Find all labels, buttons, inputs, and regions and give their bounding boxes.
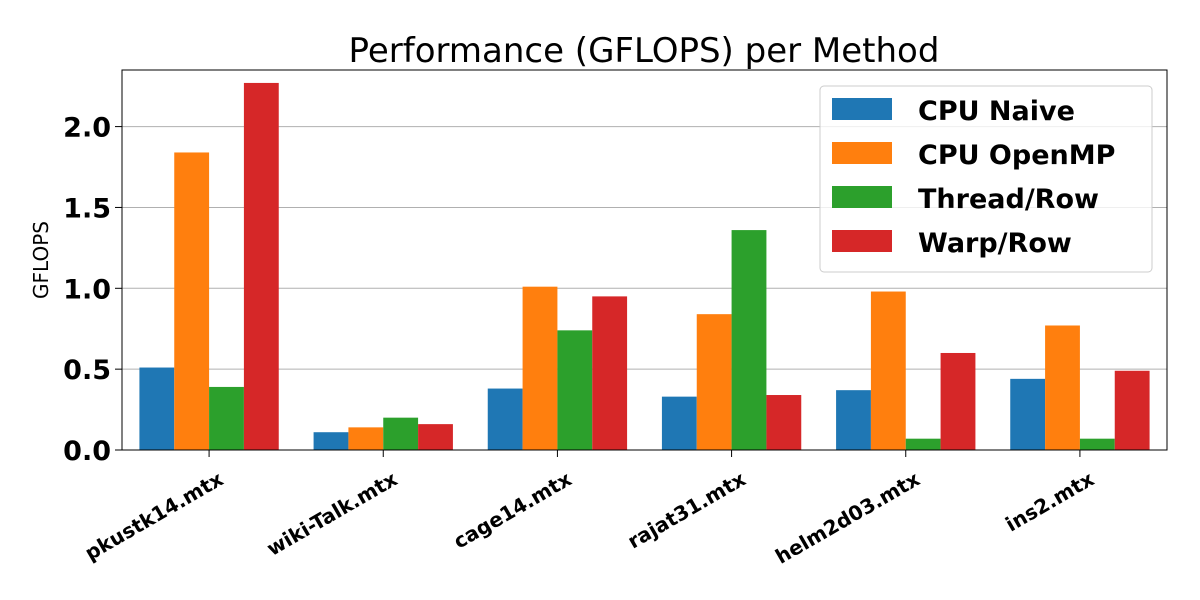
- legend-swatch: [832, 230, 892, 252]
- bar: [592, 296, 628, 450]
- legend-label: Thread/Row: [918, 184, 1099, 215]
- x-tick-label: rajat31.mtx: [623, 467, 749, 554]
- bar: [940, 352, 976, 450]
- bar: [243, 82, 279, 451]
- bar: [870, 291, 906, 450]
- legend-swatch: [832, 98, 892, 120]
- bar: [696, 314, 732, 450]
- x-tick-label: pkustk14.mtx: [81, 467, 228, 566]
- x-tick-label: cage14.mtx: [449, 467, 575, 554]
- bar: [731, 230, 767, 450]
- bar: [487, 388, 523, 450]
- bar: [209, 386, 244, 450]
- y-tick-label: 0.5: [63, 355, 111, 386]
- y-axis-label: GFLOPS: [29, 221, 53, 299]
- y-axis-ticks: 0.0 0.5 1.0 1.5 2.0: [63, 113, 122, 467]
- bar: [1010, 378, 1046, 450]
- bar: [522, 286, 558, 450]
- bar: [766, 395, 802, 450]
- chart-title: Performance (GFLOPS) per Method: [349, 31, 940, 71]
- legend-label: CPU Naive: [918, 96, 1075, 127]
- legend-label: Warp/Row: [918, 228, 1072, 259]
- legend-swatch: [832, 186, 892, 208]
- bar: [905, 438, 941, 450]
- bar: [348, 427, 384, 450]
- x-axis-ticks: pkustk14.mtx wiki-Talk.mtx cage14.mtx rajat…: [81, 450, 1098, 569]
- bar: [418, 424, 453, 450]
- y-tick-label: 1.0: [63, 274, 111, 305]
- bar: [383, 417, 419, 450]
- bar: [174, 152, 210, 450]
- y-tick-label: 2.0: [63, 113, 111, 144]
- legend-swatch: [832, 142, 892, 164]
- bar: [313, 432, 349, 450]
- bars: [139, 82, 1150, 451]
- legend-label: CPU OpenMP: [918, 140, 1115, 171]
- x-tick-label: ins2.mtx: [1001, 467, 1098, 537]
- bar: [1045, 325, 1080, 450]
- bar: [836, 390, 871, 450]
- x-tick-label: wiki-Talk.mtx: [263, 467, 402, 561]
- legend: CPU Naive CPU OpenMP Thread/Row Warp/Row: [819, 85, 1153, 273]
- bar: [1114, 370, 1150, 450]
- plot-frame: [121, 69, 1168, 451]
- bar: [1079, 438, 1115, 450]
- y-tick-label: 1.5: [63, 193, 111, 224]
- bar: [557, 330, 593, 450]
- bar: [139, 367, 175, 450]
- legend-box: [819, 85, 1153, 273]
- y-tick-label: 0.0: [63, 436, 111, 467]
- bar: [661, 396, 697, 450]
- x-tick-label: helm2d03.mtx: [771, 467, 924, 569]
